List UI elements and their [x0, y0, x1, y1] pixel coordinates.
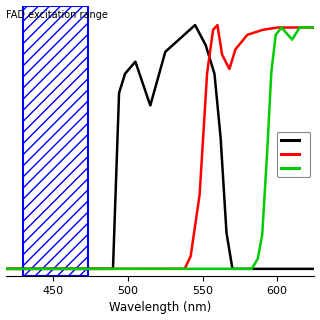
Bar	[23, 5, 88, 276]
Text: FAD excitation range: FAD excitation range	[5, 10, 108, 20]
Legend: , , : , ,	[277, 132, 310, 177]
X-axis label: Wavelength (nm): Wavelength (nm)	[109, 301, 211, 315]
